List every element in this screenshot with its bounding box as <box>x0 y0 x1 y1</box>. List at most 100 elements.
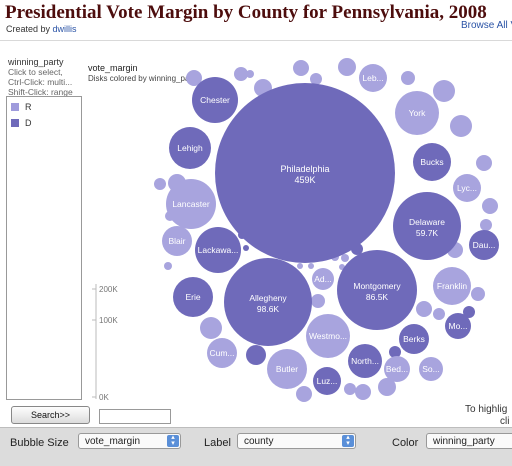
county-bubble[interactable] <box>413 143 451 181</box>
bubble-size-label: Bubble Size <box>10 437 69 449</box>
county-label: North... <box>351 356 379 366</box>
county-bubble-group[interactable]: Westmo... <box>306 314 350 358</box>
county-bubble[interactable] <box>234 67 248 81</box>
county-bubble[interactable] <box>480 219 492 231</box>
county-bubble[interactable] <box>192 77 238 123</box>
county-bubble[interactable] <box>169 127 211 169</box>
county-bubble-group[interactable]: Erie <box>173 277 213 317</box>
county-bubble[interactable] <box>337 250 417 330</box>
county-bubble[interactable] <box>355 384 371 400</box>
county-bubble[interactable] <box>476 155 492 171</box>
county-bubble-group[interactable]: Bed... <box>384 356 410 382</box>
county-bubble[interactable] <box>246 345 266 365</box>
county-bubble-group[interactable]: Bucks <box>413 143 451 181</box>
county-bubble-group[interactable]: Chester <box>192 77 238 123</box>
county-bubble[interactable] <box>469 230 499 260</box>
county-bubble[interactable] <box>384 356 410 382</box>
county-bubble-group[interactable]: Ad... <box>312 268 334 290</box>
county-bubble[interactable] <box>310 73 322 85</box>
county-bubble-group[interactable]: Leb... <box>359 64 387 92</box>
county-bubble[interactable] <box>463 306 475 318</box>
county-bubble-group[interactable]: Cum... <box>207 338 237 368</box>
county-bubble-group[interactable]: Blair <box>162 226 192 256</box>
county-bubble[interactable] <box>445 313 471 339</box>
county-bubble[interactable] <box>471 287 485 301</box>
county-bubble[interactable] <box>389 346 401 358</box>
county-bubble[interactable] <box>338 58 356 76</box>
county-bubble-group[interactable]: North... <box>348 344 382 378</box>
county-bubble[interactable] <box>246 70 254 78</box>
filter-list[interactable]: R D <box>6 96 82 400</box>
county-bubble[interactable] <box>154 178 166 190</box>
county-bubble[interactable] <box>312 268 334 290</box>
county-bubble[interactable] <box>395 91 439 135</box>
county-label: Dau... <box>473 240 496 250</box>
county-bubble[interactable] <box>416 301 432 317</box>
county-bubble[interactable] <box>450 115 472 137</box>
filter-item-r[interactable]: R <box>11 102 32 112</box>
county-value-label: 86.5K <box>366 292 389 302</box>
county-bubble[interactable] <box>482 198 498 214</box>
county-bubble[interactable] <box>162 226 192 256</box>
county-bubble[interactable] <box>293 60 309 76</box>
label-select[interactable]: county ▴ ▾ <box>237 433 356 449</box>
color-select[interactable]: winning_party <box>426 433 512 449</box>
county-bubble[interactable] <box>401 71 415 85</box>
county-bubble-group[interactable]: Franklin <box>433 267 471 305</box>
created-by-prefix: Created by <box>6 24 51 34</box>
county-bubble-group[interactable]: Dau... <box>469 230 499 260</box>
county-bubble-group[interactable]: Lancaster <box>166 179 216 229</box>
county-bubble[interactable] <box>173 277 213 317</box>
county-bubble[interactable] <box>359 64 387 92</box>
county-bubble-group[interactable]: Lyc... <box>453 174 481 202</box>
county-bubble[interactable] <box>306 314 350 358</box>
county-bubble[interactable] <box>344 383 356 395</box>
scale-tick-label: 200K <box>99 285 118 294</box>
filter-item-d[interactable]: D <box>11 118 32 128</box>
county-bubble[interactable] <box>453 174 481 202</box>
county-bubble[interactable] <box>267 349 307 389</box>
county-bubble-group[interactable]: Luz... <box>313 367 341 395</box>
county-bubble[interactable] <box>433 267 471 305</box>
county-bubble[interactable] <box>186 70 202 86</box>
county-bubble[interactable] <box>393 192 461 260</box>
county-label: Luz... <box>317 376 338 386</box>
county-bubble[interactable] <box>166 179 216 229</box>
county-bubble[interactable] <box>399 324 429 354</box>
county-bubble[interactable] <box>341 254 349 262</box>
county-bubble[interactable] <box>419 357 443 381</box>
county-bubble[interactable] <box>313 367 341 395</box>
county-bubble-group[interactable]: Lehigh <box>169 127 211 169</box>
search-button[interactable]: Search>> <box>11 406 90 424</box>
county-bubble[interactable] <box>200 317 222 339</box>
county-bubble-group[interactable]: Butler <box>267 349 307 389</box>
county-bubble-group[interactable]: Lackawa... <box>195 227 241 273</box>
county-bubble[interactable] <box>297 263 303 269</box>
county-bubble[interactable] <box>243 245 249 251</box>
county-bubble[interactable] <box>224 258 312 346</box>
county-bubble-group[interactable]: Berks <box>399 324 429 354</box>
county-bubble[interactable] <box>195 227 241 273</box>
county-bubble-group[interactable]: So... <box>419 357 443 381</box>
browse-all-link[interactable]: Browse All V <box>461 20 512 31</box>
county-bubble[interactable] <box>164 262 172 270</box>
county-bubble[interactable] <box>378 378 396 396</box>
county-bubble[interactable] <box>207 338 237 368</box>
search-input[interactable] <box>99 409 171 424</box>
county-bubble[interactable] <box>296 386 312 402</box>
bubble-size-select[interactable]: vote_margin ▴ ▾ <box>78 433 181 449</box>
county-bubble[interactable] <box>308 263 314 269</box>
county-bubble[interactable] <box>433 80 455 102</box>
county-bubble[interactable] <box>348 344 382 378</box>
county-bubble[interactable] <box>433 308 445 320</box>
county-bubble-group[interactable]: Mo... <box>445 313 471 339</box>
filter-field-name: winning_party <box>8 57 64 67</box>
county-bubble[interactable] <box>215 83 395 263</box>
county-bubble-group[interactable]: York <box>395 91 439 135</box>
author-link[interactable]: dwillis <box>52 24 77 34</box>
county-bubble[interactable] <box>311 294 325 308</box>
